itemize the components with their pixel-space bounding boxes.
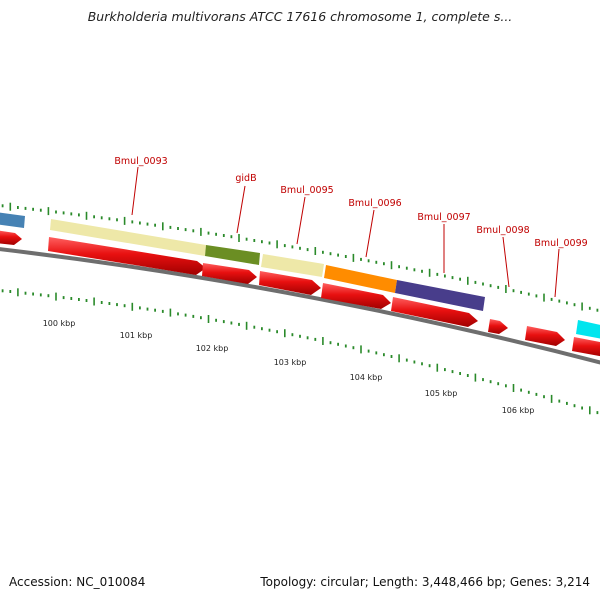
gene-label-bmul-0093: Bmul_0093 xyxy=(114,156,167,167)
gene-block-gidB[interactable] xyxy=(205,245,260,265)
cds-arrow-bmul-0099[interactable] xyxy=(525,326,565,346)
gene-block-bmul-0095[interactable] xyxy=(261,254,324,277)
gene-label-bmul-0098: Bmul_0098 xyxy=(476,225,529,236)
gene-label-bmul-0095: Bmul_0095 xyxy=(280,185,333,196)
tick-label-106kbp: 106 kbp xyxy=(502,406,535,415)
upper-tick-scale xyxy=(1,202,599,312)
tick-label-104kbp: 104 kbp xyxy=(350,373,383,382)
gene-block-left-partial[interactable] xyxy=(0,212,25,228)
callout-line-bmul-0095 xyxy=(296,196,306,245)
cds-arrow-bmul-0095[interactable] xyxy=(259,271,321,295)
gene-block-bmul-0097[interactable] xyxy=(395,280,485,311)
cds-arrow-bmul-0096[interactable] xyxy=(321,283,391,309)
gene-callouts xyxy=(131,166,560,298)
gene-block-bmul-0093[interactable] xyxy=(50,219,206,256)
callout-line-gidB xyxy=(236,185,246,234)
gene-label-bmul-0096: Bmul_0096 xyxy=(348,198,401,209)
callout-line-bmul-0096 xyxy=(365,209,375,258)
tick-label-103kbp: 103 kbp xyxy=(274,358,307,367)
cds-arrow-bmul-0097[interactable] xyxy=(391,297,478,327)
gene-label-gidB: gidB xyxy=(235,173,256,184)
callout-line-bmul-0093 xyxy=(131,166,139,216)
tick-label-105kbp: 105 kbp xyxy=(425,389,458,398)
topology-text: Topology: circular; Length: 3,448,466 bp… xyxy=(260,575,590,589)
chromosome-backbone xyxy=(0,247,600,365)
gene-label-bmul-0097: Bmul_0097 xyxy=(417,212,470,223)
cds-arrow-left-partial[interactable] xyxy=(0,230,22,245)
cds-arrow-gidB[interactable] xyxy=(202,263,257,284)
cds-arrow-bmul-0093[interactable] xyxy=(48,237,206,275)
accession-text: Accession: NC_010084 xyxy=(9,575,146,589)
gene-label-bmul-0099: Bmul_0099 xyxy=(534,238,587,249)
callout-line-bmul-0099 xyxy=(554,248,560,298)
map-title: Burkholderia multivorans ATCC 17616 chro… xyxy=(87,9,513,24)
callout-line-bmul-0098 xyxy=(502,236,510,288)
forward-strand-track xyxy=(0,212,600,339)
cds-arrow-right-partial[interactable] xyxy=(572,337,600,357)
tick-label-101kbp: 101 kbp xyxy=(120,331,153,340)
reverse-strand-track xyxy=(0,230,600,357)
gene-block-right-partial[interactable] xyxy=(576,320,600,339)
tick-label-100kbp: 100 kbp xyxy=(43,319,76,328)
lower-tick-scale xyxy=(1,288,599,415)
gene-block-bmul-0096[interactable] xyxy=(324,265,397,293)
tick-label-102kbp: 102 kbp xyxy=(196,344,229,353)
cds-arrow-bmul-0098[interactable] xyxy=(488,319,508,334)
